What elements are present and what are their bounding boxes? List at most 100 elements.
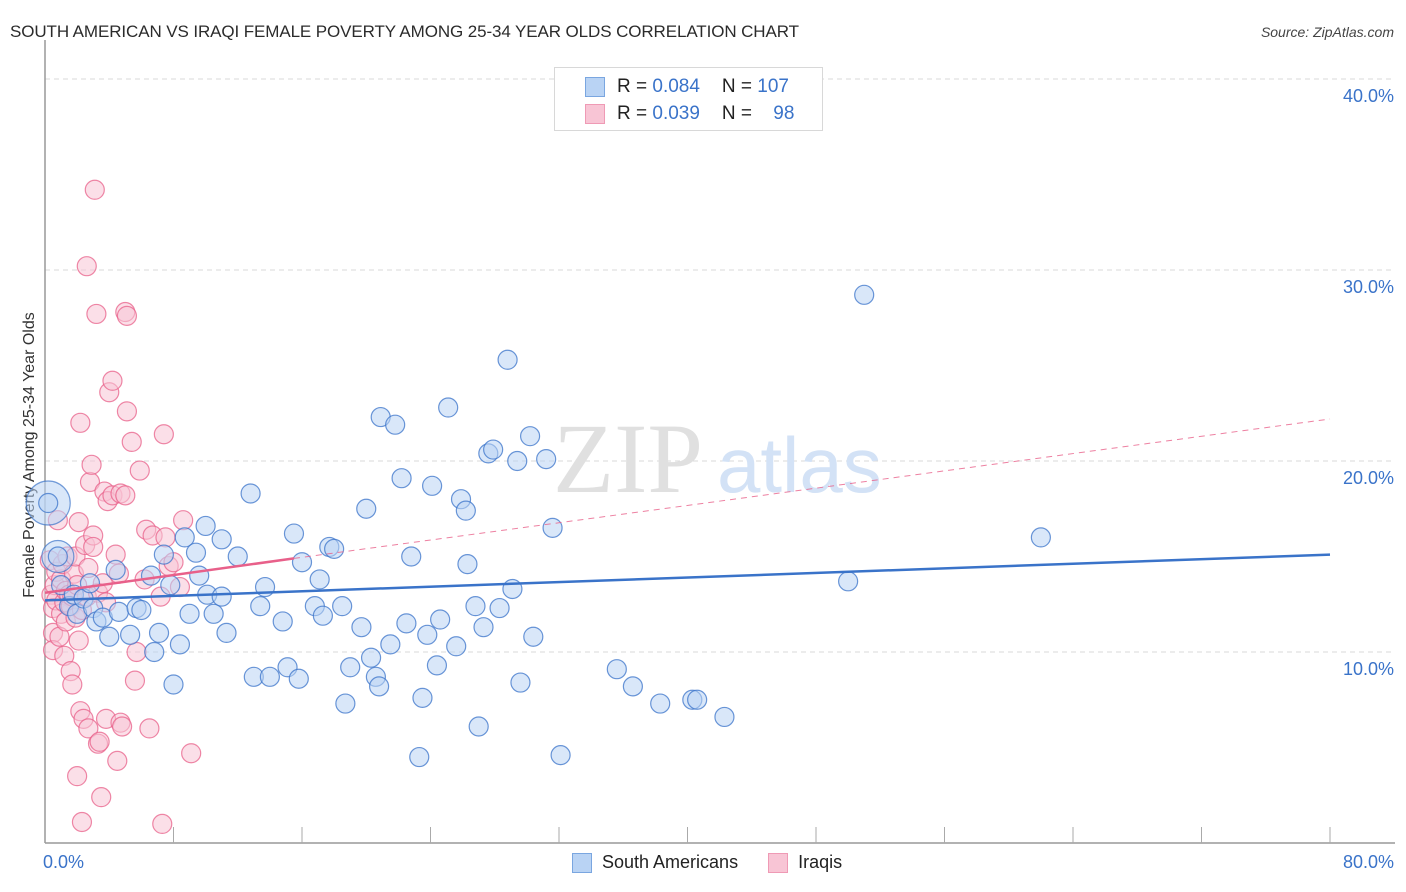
r-value: 0.039 <box>652 103 700 124</box>
south-americans-point <box>211 529 232 550</box>
iraqis-point <box>126 641 147 663</box>
south-americans-point <box>211 586 232 607</box>
south-americans-point <box>163 674 184 695</box>
south-americans-points <box>25 284 1051 768</box>
south-americans-point <box>169 634 191 655</box>
iraqis-point <box>139 718 160 739</box>
axes <box>44 40 1395 844</box>
south-americans-point <box>468 716 489 737</box>
n-label: N = <box>721 103 758 124</box>
n-label: N = <box>721 76 758 97</box>
south-americans-point <box>519 426 541 447</box>
watermark: ZIP atlas <box>553 403 882 514</box>
south-americans-point <box>108 601 129 622</box>
south-americans-point <box>457 554 478 575</box>
south-americans-point <box>1030 527 1051 548</box>
south-americans-point <box>189 565 210 586</box>
south-americans-point <box>854 284 875 305</box>
blue-swatch-icon <box>585 77 605 97</box>
south-americans-point <box>203 603 224 624</box>
n-value: 98 <box>773 103 795 124</box>
r-value: 0.084 <box>652 76 700 97</box>
south-americans-point <box>510 672 531 693</box>
south-americans-point <box>489 597 510 619</box>
south-americans-point <box>550 745 571 766</box>
iraqis-point <box>71 811 93 833</box>
south-americans-point <box>144 641 165 663</box>
x-axis-ticks <box>173 827 1331 843</box>
r-label: R = <box>617 76 653 97</box>
legend-row-iraqis: R = 0.039 N = 98 <box>585 102 794 126</box>
south-americans-point <box>309 569 330 590</box>
south-americans-point <box>523 626 544 647</box>
south-americans-point <box>417 624 438 645</box>
south-americans-point <box>288 668 309 689</box>
iraqis-point <box>84 179 105 200</box>
y-tick-30: 30.0% <box>1342 277 1394 297</box>
south-americans-point <box>438 397 459 418</box>
iraqis-point <box>153 424 174 445</box>
south-americans-point <box>426 655 448 676</box>
south-americans-point <box>283 523 305 544</box>
south-americans-point <box>185 542 207 563</box>
blue-swatch-icon <box>572 852 592 873</box>
iraqis-point <box>62 674 83 695</box>
south-americans-point <box>140 565 162 586</box>
south-americans-point <box>272 611 293 632</box>
south-americans-point <box>536 448 557 470</box>
south-americans-point <box>335 693 356 714</box>
iraqis-point <box>152 813 173 835</box>
legend-row-south-americans: R = 0.084 N = 107 <box>585 75 789 99</box>
south-americans-point <box>465 596 486 617</box>
south-americans-point <box>160 575 181 596</box>
iraqis-point <box>173 510 194 531</box>
iraqis-point <box>181 743 202 764</box>
iraqis-point <box>91 787 112 808</box>
south-americans-point <box>497 349 518 370</box>
iraqis-point <box>68 512 89 533</box>
south-americans-point <box>131 599 152 621</box>
south-americans-point <box>483 439 504 460</box>
x-tick-80: 80.0% <box>1342 852 1394 872</box>
y-tick-40: 40.0% <box>1342 86 1394 106</box>
south-americans-point <box>422 475 443 496</box>
south-americans-point <box>259 666 280 687</box>
n-value: 107 <box>757 76 789 97</box>
iraqis-point <box>121 431 142 452</box>
pink-swatch-icon <box>768 852 789 873</box>
iraqis-point <box>129 460 150 481</box>
south-americans-point <box>401 546 422 567</box>
x-tick-0: 0.0% <box>43 852 85 872</box>
legend-label: Iraqis <box>798 852 843 872</box>
south-americans-point <box>838 571 859 592</box>
pink-swatch-icon <box>585 104 605 124</box>
series-legend: South Americans Iraqis <box>572 852 872 873</box>
south-americans-point <box>79 573 101 594</box>
watermark-zip: ZIP <box>553 403 703 514</box>
south-americans-point <box>396 613 417 634</box>
legend-item-iraqis[interactable]: Iraqis <box>768 852 842 873</box>
correlation-legend: R = 0.084 N = 107 R = 0.039 N = 98 <box>554 67 823 131</box>
iraqis-point <box>70 412 91 433</box>
iraqis-point <box>116 401 138 422</box>
legend-item-south-americans[interactable]: South Americans <box>572 852 738 873</box>
trendlines <box>44 418 1331 602</box>
south-americans-point <box>99 626 120 647</box>
y-tick-10: 10.0% <box>1342 659 1394 679</box>
south-americans-point <box>650 693 671 714</box>
south-americans-point <box>430 609 451 630</box>
iraqis-point <box>107 750 128 771</box>
south-americans-point <box>38 492 59 514</box>
y-tick-20: 20.0% <box>1342 468 1394 488</box>
south-americans-trendline <box>44 553 1331 602</box>
south-americans-point <box>324 538 345 559</box>
south-americans-point <box>216 622 237 644</box>
r-label: R = <box>617 103 653 124</box>
watermark-atlas: atlas <box>717 421 882 509</box>
iraqis-trendline <box>44 557 295 595</box>
legend-label: South Americans <box>602 852 739 872</box>
south-americans-point <box>412 687 433 708</box>
iraqis-point <box>111 716 133 737</box>
south-americans-point <box>473 617 494 638</box>
